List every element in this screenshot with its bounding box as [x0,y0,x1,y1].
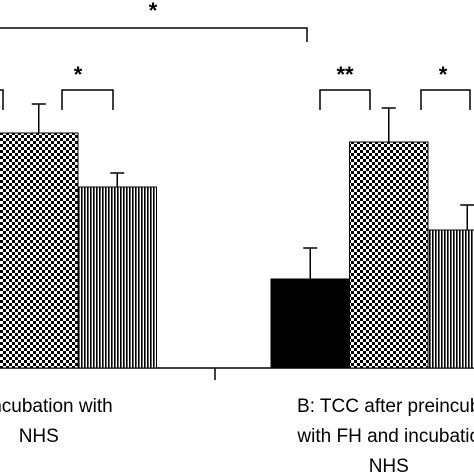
bar [77,186,157,369]
significance-label: * [149,0,158,23]
significance-bracket [420,89,471,110]
x-tick-label: er incubation with [0,396,113,417]
bar [349,141,429,369]
x-tick-label: with FH and incubatio [296,426,474,447]
bar [0,132,79,369]
significance-bracket [0,89,4,110]
significance-label: * [74,62,83,87]
significance-label: ** [336,62,354,87]
significance-bracket [61,89,114,110]
x-tick-label: NHS [19,426,59,447]
significance-bracket [0,27,308,42]
bar [270,278,350,369]
x-tick-label: NHS [369,456,409,474]
significance-bracket [319,89,371,110]
bar [427,229,474,369]
significance-label: * [439,62,448,87]
x-tick-label: B: TCC after preincub [297,396,474,417]
